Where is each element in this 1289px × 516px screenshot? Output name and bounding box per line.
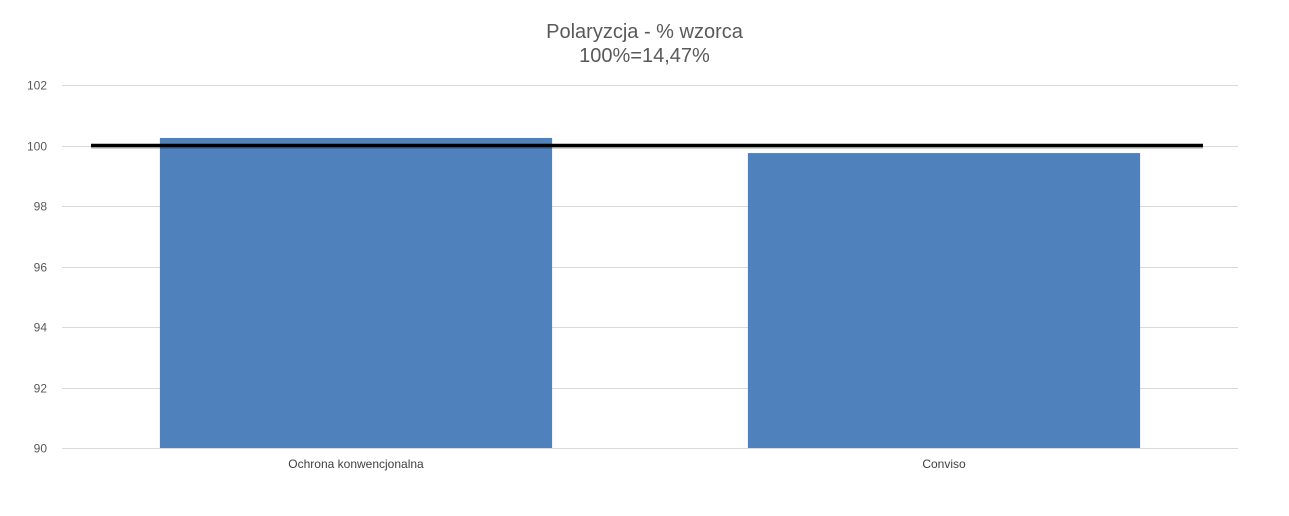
- x-axis-labels: Ochrona konwencjonalna Conviso: [288, 457, 966, 471]
- y-tick-label: 96: [34, 261, 48, 275]
- y-tick-label: 100: [27, 140, 47, 154]
- x-category-label: Ochrona konwencjonalna: [288, 457, 424, 471]
- bars: [159, 137, 1141, 448]
- y-axis-ticks: 90 92 94 96 98 100 102: [27, 79, 47, 456]
- y-tick-label: 90: [34, 442, 48, 456]
- x-category-label: Conviso: [922, 457, 966, 471]
- y-tick-label: 92: [34, 382, 48, 396]
- reference-line-layer: [91, 143, 1203, 149]
- bar: [159, 137, 553, 448]
- chart-title: Polaryzcja - % wzorca: [546, 21, 743, 43]
- chart-subtitle: 100%=14,47%: [579, 45, 710, 67]
- y-tick-label: 98: [34, 200, 48, 214]
- y-tick-label: 94: [34, 321, 48, 335]
- y-tick-label: 102: [27, 79, 47, 93]
- bar: [747, 153, 1141, 448]
